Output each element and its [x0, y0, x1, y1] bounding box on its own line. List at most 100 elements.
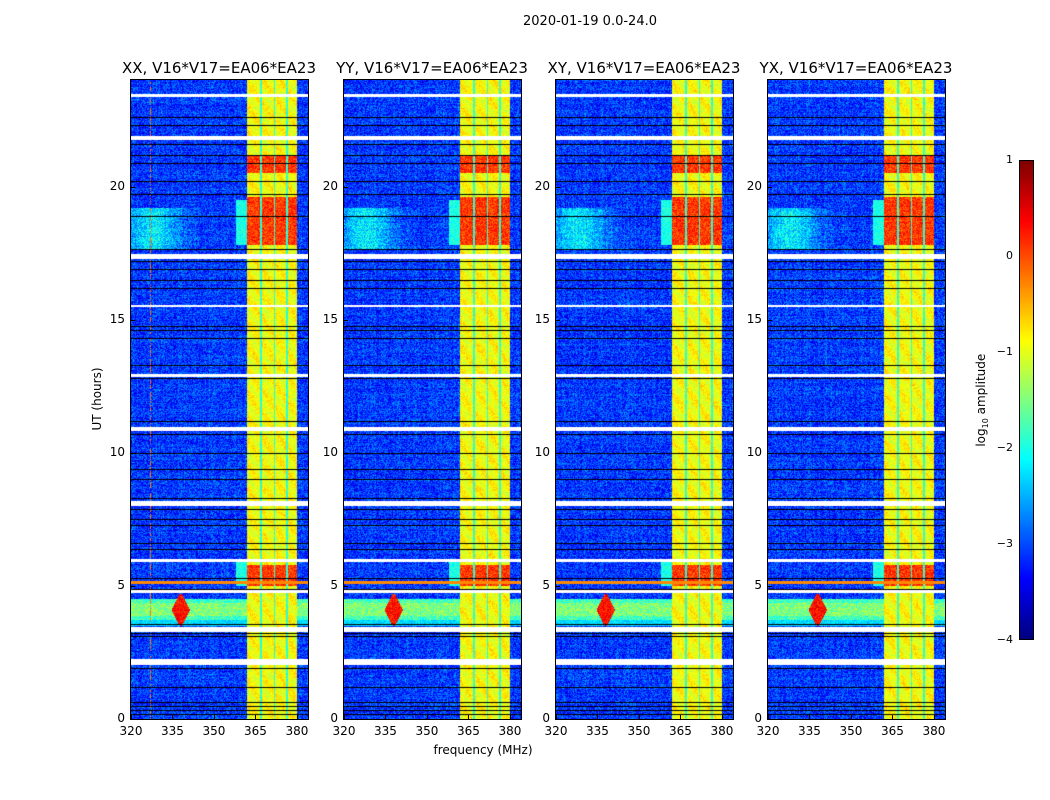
x-tick: [768, 715, 769, 719]
colorbar-tick-label: 0: [1006, 249, 1013, 262]
panel-title: XY, V16*V17=EA06*EA23: [547, 59, 741, 77]
x-tick-label: 350: [415, 724, 439, 738]
figure-title: 2020-01-19 0.0-24.0: [523, 14, 657, 29]
colorbar-label: log10 amplitude: [973, 353, 991, 447]
x-tick-label: 365: [881, 724, 904, 738]
x-tick-label: 380: [285, 724, 309, 738]
y-tick-label: 5: [117, 577, 125, 592]
x-tick: [638, 715, 640, 719]
spectrogram-panel: [767, 79, 946, 720]
x-tick: [468, 715, 470, 719]
y-tick-label: 0: [330, 711, 338, 725]
spectrogram-panel: [343, 79, 522, 720]
y-tick-label: 0: [754, 711, 762, 725]
x-tick-label: 320: [119, 724, 143, 738]
y-tick: [768, 585, 772, 587]
y-axis-label: UT (hours): [90, 367, 104, 431]
y-tick: [131, 585, 135, 587]
y-tick-label: 15: [534, 311, 550, 326]
colorbar-tick-label: −1: [996, 345, 1013, 358]
x-tick-label: 380: [922, 724, 946, 738]
colorbar-tick-label: −3: [996, 537, 1013, 550]
y-tick-label: 5: [330, 577, 338, 592]
y-tick: [556, 452, 560, 454]
panel-title: YY, V16*V17=EA06*EA23: [336, 59, 528, 77]
x-tick: [933, 715, 935, 719]
x-tick: [850, 715, 852, 719]
y-tick-label: 10: [746, 444, 762, 459]
x-tick: [296, 715, 298, 719]
y-tick-label: 20: [746, 178, 762, 193]
y-tick: [556, 719, 560, 720]
heatmap-image: [556, 80, 733, 719]
spectrogram-panel: [130, 79, 309, 720]
colorbar-tick-label: 1: [1006, 153, 1013, 166]
x-tick: [344, 715, 345, 719]
y-tick: [344, 585, 348, 587]
y-tick: [344, 319, 348, 321]
x-tick: [721, 715, 723, 719]
heatmap-image: [344, 80, 521, 719]
panel-title: YX, V16*V17=EA06*EA23: [759, 59, 953, 77]
y-tick: [556, 585, 560, 587]
x-tick-label: 335: [586, 724, 609, 738]
y-tick-label: 0: [542, 711, 550, 725]
y-tick-label: 10: [109, 444, 125, 459]
y-tick-label: 5: [542, 577, 550, 592]
y-tick: [131, 452, 135, 454]
x-tick-label: 350: [202, 724, 226, 738]
y-tick-label: 20: [322, 178, 338, 193]
heatmap-image: [131, 80, 308, 719]
x-tick: [809, 715, 811, 719]
panel-title: XX, V16*V17=EA06*EA23: [121, 59, 316, 77]
y-tick: [768, 452, 772, 454]
y-tick: [131, 186, 135, 188]
x-tick-label: 335: [374, 724, 397, 738]
x-tick: [255, 715, 257, 719]
y-tick-label: 10: [534, 444, 550, 459]
x-tick: [131, 715, 132, 719]
x-tick-label: 380: [710, 724, 734, 738]
x-tick: [680, 715, 682, 719]
x-tick-label: 350: [839, 724, 863, 738]
y-tick: [556, 319, 560, 321]
x-tick: [426, 715, 428, 719]
y-tick-label: 5: [754, 577, 762, 592]
heatmap-image: [768, 80, 945, 719]
y-tick: [344, 186, 348, 188]
y-tick-label: 15: [322, 311, 338, 326]
x-tick: [213, 715, 215, 719]
y-tick: [768, 186, 772, 188]
y-tick: [768, 719, 772, 720]
x-tick: [385, 715, 387, 719]
x-tick-label: 335: [798, 724, 821, 738]
y-tick-label: 0: [117, 711, 125, 725]
x-tick-label: 380: [498, 724, 522, 738]
colorbar-tick-label: −2: [996, 441, 1013, 454]
x-tick-label: 335: [161, 724, 184, 738]
x-tick: [509, 715, 511, 719]
spectrogram-panel: [555, 79, 734, 720]
x-axis-label: frequency (MHz): [433, 743, 533, 757]
y-tick: [131, 719, 135, 720]
x-tick: [892, 715, 894, 719]
y-tick-label: 15: [109, 311, 125, 326]
y-tick: [344, 719, 348, 720]
x-tick-label: 365: [244, 724, 267, 738]
x-tick-label: 320: [332, 724, 356, 738]
x-tick: [556, 715, 557, 719]
y-tick: [131, 319, 135, 321]
y-tick-label: 15: [746, 311, 762, 326]
x-tick-label: 350: [627, 724, 651, 738]
x-tick-label: 320: [756, 724, 780, 738]
y-tick-label: 20: [109, 178, 125, 193]
x-tick-label: 365: [457, 724, 480, 738]
y-tick: [556, 186, 560, 188]
y-tick: [768, 319, 772, 321]
x-tick-label: 365: [669, 724, 692, 738]
y-tick-label: 10: [322, 444, 338, 459]
y-tick-label: 20: [534, 178, 550, 193]
x-tick-label: 320: [544, 724, 568, 738]
y-tick: [344, 452, 348, 454]
x-tick: [172, 715, 174, 719]
